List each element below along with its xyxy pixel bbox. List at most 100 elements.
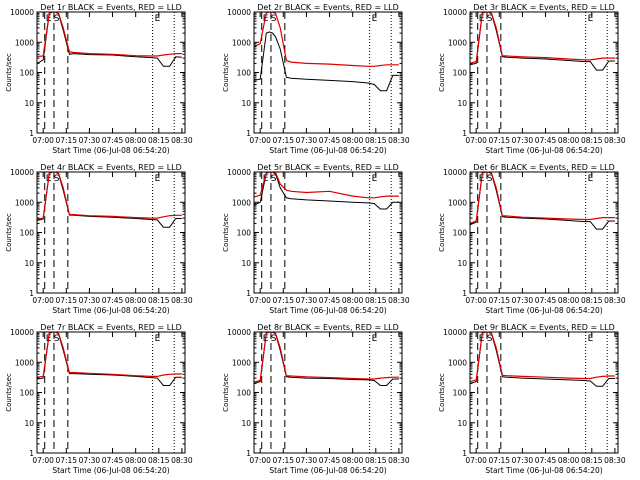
x-tick-label: 08:15 xyxy=(148,296,170,305)
x-tick-label: 08:30 xyxy=(171,456,193,465)
y-tick-label: 1 xyxy=(29,289,34,298)
x-tick-label: 07:30 xyxy=(512,136,534,145)
y-tick-label: 10 xyxy=(241,99,251,108)
x-tick-label: 08:15 xyxy=(365,296,387,305)
x-tick-label: 08:30 xyxy=(604,456,626,465)
x-tick-label: 07:45 xyxy=(102,456,124,465)
x-tick-label: 08:00 xyxy=(342,296,364,305)
x-tick-label: 08:00 xyxy=(558,296,580,305)
y-tick-label: 10 xyxy=(457,419,467,428)
y-axis-label: Counts/sec xyxy=(222,373,230,412)
y-tick-label: 10000 xyxy=(10,328,34,337)
y-axis-label: Counts/sec xyxy=(222,53,230,92)
marker-label: S xyxy=(271,334,277,344)
marker-label: E xyxy=(372,334,378,344)
x-tick-label: 08:15 xyxy=(581,136,603,145)
marker-label: E xyxy=(588,14,594,24)
x-tick-label: 08:30 xyxy=(604,136,626,145)
y-tick-label: 100 xyxy=(453,229,468,238)
x-tick-label: 07:00 xyxy=(249,296,271,305)
x-tick-label: 07:00 xyxy=(32,296,54,305)
x-tick-label: 07:30 xyxy=(512,456,534,465)
x-tick-label: 08:00 xyxy=(342,136,364,145)
marker-label: E xyxy=(155,334,161,344)
x-axis-label: Start Time (06-Jul-08 06:54:20) xyxy=(269,466,386,475)
events-series-line xyxy=(254,31,399,92)
y-tick-label: 10000 xyxy=(10,8,34,17)
y-tick-label: 1 xyxy=(29,129,34,138)
x-tick-label: 08:00 xyxy=(125,136,147,145)
x-tick-label: 07:45 xyxy=(102,136,124,145)
y-tick-label: 10000 xyxy=(443,168,467,177)
y-tick-label: 1 xyxy=(246,289,251,298)
x-tick-label: 08:15 xyxy=(581,456,603,465)
x-tick-label: 08:00 xyxy=(342,456,364,465)
y-tick-label: 1 xyxy=(462,449,467,458)
x-tick-label: 08:30 xyxy=(604,296,626,305)
x-tick-label: 07:30 xyxy=(79,136,101,145)
x-tick-label: 08:00 xyxy=(125,296,147,305)
x-tick-label: 08:00 xyxy=(125,456,147,465)
y-tick-label: 100 xyxy=(453,69,468,78)
y-tick-label: 1000 xyxy=(232,198,251,207)
x-tick-label: 07:45 xyxy=(535,296,557,305)
y-tick-label: 10000 xyxy=(227,168,251,177)
y-tick-label: 1 xyxy=(246,449,251,458)
x-tick-label: 07:30 xyxy=(296,456,318,465)
y-tick-label: 1000 xyxy=(448,358,467,367)
y-tick-label: 10000 xyxy=(227,8,251,17)
y-tick-label: 1000 xyxy=(15,198,34,207)
x-tick-label: 07:15 xyxy=(55,456,77,465)
y-tick-label: 1000 xyxy=(448,198,467,207)
x-tick-label: 08:30 xyxy=(388,136,410,145)
y-axis-label: Counts/sec xyxy=(5,53,13,92)
marker-label: E xyxy=(263,14,269,24)
marker-label: E xyxy=(155,174,161,184)
x-tick-label: 08:30 xyxy=(171,296,193,305)
y-tick-label: 100 xyxy=(237,389,252,398)
x-tick-label: 08:15 xyxy=(581,296,603,305)
marker-label: S xyxy=(487,174,493,184)
y-tick-label: 1 xyxy=(462,129,467,138)
x-axis-label: Start Time (06-Jul-08 06:54:20) xyxy=(269,306,386,315)
x-axis-label: Start Time (06-Jul-08 06:54:20) xyxy=(269,146,386,155)
y-tick-label: 10000 xyxy=(443,328,467,337)
x-axis-label: Start Time (06-Jul-08 06:54:20) xyxy=(485,146,602,155)
y-tick-label: 100 xyxy=(237,69,252,78)
y-tick-label: 10000 xyxy=(227,328,251,337)
x-tick-label: 07:30 xyxy=(296,136,318,145)
x-tick-label: 07:00 xyxy=(32,456,54,465)
x-tick-label: 07:00 xyxy=(249,136,271,145)
x-tick-label: 07:15 xyxy=(272,296,294,305)
chart-title: Det 6r BLACK = Events, RED = LLD xyxy=(473,163,615,172)
y-tick-label: 1000 xyxy=(15,38,34,47)
y-tick-label: 100 xyxy=(20,229,35,238)
y-tick-label: 1000 xyxy=(15,358,34,367)
y-axis-label: Counts/sec xyxy=(5,213,13,252)
y-tick-label: 10 xyxy=(24,99,34,108)
y-tick-label: 1000 xyxy=(232,358,251,367)
x-tick-label: 08:15 xyxy=(148,456,170,465)
y-tick-label: 1 xyxy=(29,449,34,458)
marker-label: S xyxy=(54,14,60,24)
x-tick-label: 07:00 xyxy=(465,136,487,145)
y-tick-label: 100 xyxy=(237,229,252,238)
x-axis-label: Start Time (06-Jul-08 06:54:20) xyxy=(52,466,169,475)
marker-label: S xyxy=(54,174,60,184)
y-tick-label: 1000 xyxy=(448,38,467,47)
x-tick-label: 07:00 xyxy=(465,296,487,305)
x-tick-label: 07:15 xyxy=(55,296,77,305)
y-axis-label: Counts/sec xyxy=(222,213,230,252)
x-tick-label: 08:15 xyxy=(365,456,387,465)
chart-title: Det 3r BLACK = Events, RED = LLD xyxy=(473,3,615,12)
chart-title: Det 8r BLACK = Events, RED = LLD xyxy=(257,323,399,332)
chart-title: Det 7r BLACK = Events, RED = LLD xyxy=(40,323,182,332)
y-tick-label: 100 xyxy=(20,389,35,398)
x-tick-label: 08:30 xyxy=(171,136,193,145)
y-tick-label: 10 xyxy=(457,99,467,108)
